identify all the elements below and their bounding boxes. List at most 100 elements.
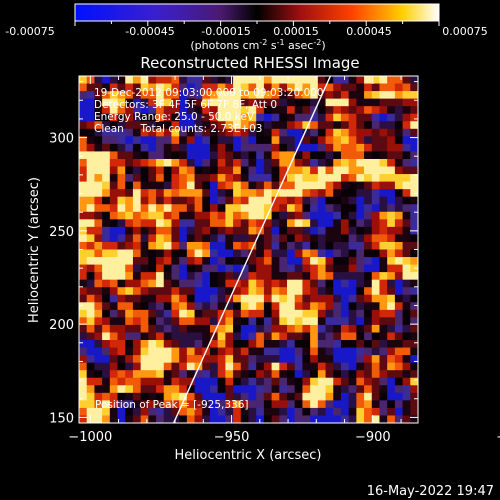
heatmap-cell	[233, 189, 242, 198]
heatmap-cell	[356, 91, 365, 100]
heatmap-cell	[279, 287, 288, 296]
heatmap-cell	[163, 83, 173, 92]
heatmap-cell	[186, 128, 196, 137]
heatmap-cell	[132, 287, 142, 296]
heatmap-cell	[364, 76, 373, 85]
heatmap-cell	[325, 211, 334, 220]
heatmap-cell	[379, 407, 388, 417]
heatmap-cell	[279, 166, 288, 175]
heatmap-cell	[125, 347, 134, 356]
heatmap-cell	[410, 362, 418, 371]
heatmap-cell	[202, 196, 211, 205]
heatmap-cell	[279, 392, 288, 401]
heatmap-cell	[379, 279, 388, 288]
heatmap-cell	[333, 83, 342, 92]
heatmap-cell	[333, 211, 342, 220]
heatmap-cell	[148, 355, 157, 364]
heatmap-cell	[394, 355, 404, 364]
heatmap-cell	[310, 370, 319, 379]
heatmap-cell	[86, 347, 95, 356]
heatmap-cell	[340, 385, 350, 394]
heatmap-cell	[186, 257, 196, 266]
heatmap-cell	[240, 113, 250, 122]
heatmap-cell	[163, 226, 173, 236]
heatmap-cell	[209, 83, 219, 92]
heatmap-cell	[125, 279, 134, 288]
heatmap-cell	[410, 385, 418, 394]
heatmap-cell	[317, 400, 327, 409]
heatmap-cell	[240, 362, 250, 371]
heatmap-cell	[333, 272, 342, 281]
heatmap-cell	[163, 121, 173, 130]
heatmap-cell	[79, 196, 88, 205]
heatmap-cell	[294, 294, 304, 303]
heatmap-cell	[279, 332, 288, 341]
heatmap-cell	[117, 279, 126, 288]
heatmap-cell	[317, 340, 327, 349]
heatmap-cell	[225, 302, 234, 311]
heatmap-cell	[171, 340, 180, 349]
heatmap-cell	[348, 309, 357, 318]
heatmap-cell	[394, 347, 404, 356]
heatmap-cell	[94, 415, 103, 423]
heatmap-cell	[356, 76, 365, 85]
heatmap-cell	[209, 234, 219, 243]
heatmap-cell	[225, 136, 234, 145]
heatmap-cell	[140, 415, 149, 423]
heatmap-cell	[371, 106, 381, 115]
heatmap-cell	[186, 91, 196, 100]
heatmap-cell	[186, 136, 196, 145]
heatmap-cell	[140, 151, 149, 160]
heatmap-cell	[102, 407, 111, 417]
heatmap-cell	[271, 241, 280, 251]
heatmap-cell	[310, 257, 319, 266]
heatmap-cell	[287, 76, 296, 85]
heatmap-cell	[279, 196, 288, 205]
colorbar-tick-0: -0.00075	[5, 25, 54, 38]
heatmap-cell	[333, 181, 342, 190]
heatmap-cell	[287, 392, 296, 401]
heatmap-cell	[271, 415, 280, 423]
heatmap-cell	[233, 181, 242, 190]
heatmap-cell	[225, 91, 234, 100]
heatmap-cell	[256, 91, 265, 100]
heatmap-cell	[79, 128, 88, 137]
heatmap-cell	[86, 241, 95, 251]
heatmap-cell	[310, 332, 319, 341]
heatmap-cell	[302, 196, 311, 205]
heatmap-cell	[94, 143, 103, 153]
heatmap-cell	[125, 370, 134, 379]
heatmap-cell	[94, 317, 103, 326]
heatmap-cell	[240, 257, 250, 266]
heatmap-cell	[240, 385, 250, 394]
heatmap-cell	[256, 196, 265, 205]
heatmap-cell	[387, 211, 396, 220]
heatmap-cell	[186, 264, 196, 273]
heatmap-cell	[240, 370, 250, 379]
heatmap-cell	[209, 385, 219, 394]
heatmap-cell	[225, 151, 234, 160]
heatmap-cell	[325, 166, 334, 175]
heatmap-cell	[156, 415, 165, 423]
heatmap-cell	[387, 392, 396, 401]
heatmap-cell	[287, 287, 296, 296]
heatmap-cell	[387, 287, 396, 296]
heatmap-cell	[94, 400, 103, 409]
heatmap-cell	[240, 136, 250, 145]
heatmap-cell	[217, 219, 226, 228]
heatmap-cell	[364, 415, 373, 423]
heatmap-cell	[148, 279, 157, 288]
heatmap-cell	[402, 355, 411, 364]
heatmap-cell	[271, 128, 280, 137]
heatmap-cell	[364, 136, 373, 145]
heatmap-cell	[163, 302, 173, 311]
heatmap-cell	[186, 370, 196, 379]
heatmap-cell	[402, 415, 411, 423]
heatmap-cell	[387, 317, 396, 326]
heatmap-cell	[117, 151, 126, 160]
heatmap-cell	[287, 166, 296, 175]
heatmap-cell	[102, 226, 111, 236]
heatmap-cell	[209, 128, 219, 137]
heatmap-cell	[202, 91, 211, 100]
heatmap-cell	[256, 317, 265, 326]
